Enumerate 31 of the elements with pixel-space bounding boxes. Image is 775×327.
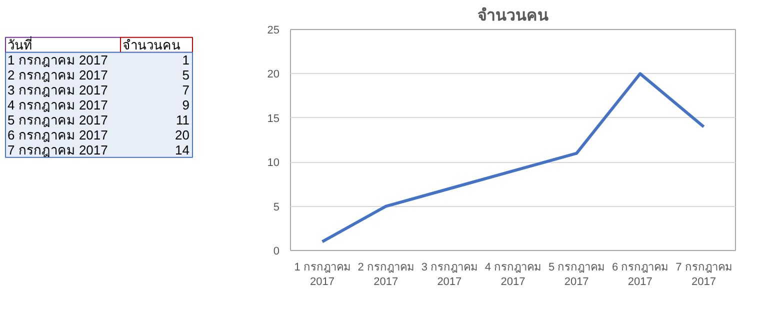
category-label: 6 กรกฎาคม 2017 xyxy=(8,127,108,142)
category-label: 3 กรกฎาคม 2017 xyxy=(8,82,108,98)
y-tick-label: 15 xyxy=(267,112,280,125)
text: วันที่ xyxy=(8,36,32,52)
x-tick-label: 5 กรกฎาคม 2017 xyxy=(548,262,605,288)
x-tick-label: 1 กรกฎาคม 2017 xyxy=(294,262,350,288)
y-tick-label: 20 xyxy=(267,68,280,81)
chart-title: จำนวนคน xyxy=(478,6,548,24)
line-series xyxy=(320,72,706,244)
data-label: 1 xyxy=(182,52,190,68)
data-label: 20 xyxy=(175,127,190,142)
data-label: 11 xyxy=(176,112,190,128)
category-label: 1 กรกฎาคม 2017 xyxy=(8,52,108,68)
category-label: 7 กรกฎาคม 2017 xyxy=(8,142,108,158)
y-tick-label: 0 xyxy=(273,246,280,258)
data-label: 14 xyxy=(175,142,190,158)
x-tick-label: 2 กรกฎาคม 2017 xyxy=(358,262,414,288)
category-label: 4 กรกฎาคม 2017 xyxy=(8,97,108,112)
x-tick-label: 4 กรกฎาคม 2017 xyxy=(484,262,542,288)
y-tick-label: 10 xyxy=(267,157,280,170)
x-tick-label: 7 กรกฎาคม 2017 xyxy=(676,262,732,288)
x-tick-label: 3 กรกฎาคม 2017 xyxy=(421,262,478,288)
data-label: 5 xyxy=(182,67,190,82)
data-label: 9 xyxy=(182,97,190,112)
category-label: 2 กรกฎาคม 2017 xyxy=(8,67,108,82)
category-label: 5 กรกฎาคม 2017 xyxy=(8,112,108,128)
y-tick-label: 5 xyxy=(273,201,280,214)
x-tick-label: 6 กรกฎาคม 2017 xyxy=(612,262,668,288)
data-label: 7 xyxy=(182,82,190,98)
text: จำนวนคน xyxy=(122,37,180,52)
y-tick-label: 25 xyxy=(267,24,280,36)
